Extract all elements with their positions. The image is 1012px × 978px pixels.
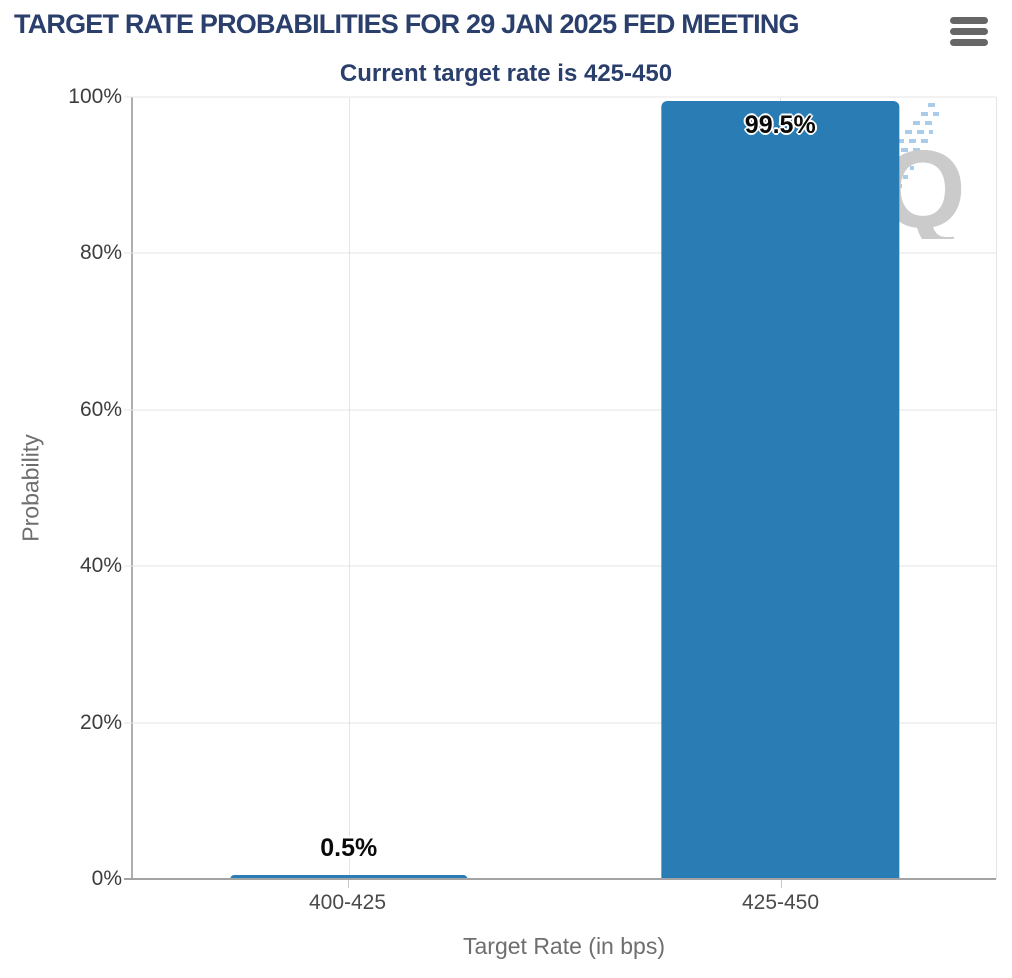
horizontal-gridline [124,565,996,567]
vertical-gridline [348,97,350,879]
x-axis-line [124,878,996,880]
page-title: TARGET RATE PROBABILITIES FOR 29 JAN 202… [14,9,800,39]
y-tick-label: 20% [79,710,122,734]
horizontal-gridline [124,409,996,411]
y-tick-label: 100% [68,85,122,108]
x-axis: 400-425 425-450 [131,879,997,919]
y-tick-label: 80% [79,241,122,265]
probability-bar-400-425[interactable] [230,875,468,879]
x-tick-mark [780,880,782,888]
y-axis-title: Probability [17,434,44,542]
y-tick-label: 40% [79,554,122,578]
x-tick-label: 425-450 [741,891,820,914]
chart-subtitle: Current target rate is 425-450 [339,60,673,87]
horizontal-gridline [124,96,996,98]
y-tick-label: 60% [79,397,122,421]
horizontal-gridline [124,252,996,254]
horizontal-gridline [124,722,996,724]
plot-area: Q 0.5% 99.5% [124,96,997,880]
probability-bar-425-450[interactable] [661,100,899,879]
y-axis-tick-labels: 0% 20% 40% 60% 80% 100% [0,85,122,890]
bar-value-label: 99.5% [744,110,816,139]
menu-bar-line [950,16,988,24]
hamburger-menu-icon[interactable] [950,15,990,47]
bar-value-label: 0.5% [320,834,378,863]
x-tick-label: 400-425 [308,891,387,914]
y-tick-label: 0% [91,867,122,890]
x-axis-title: Target Rate (in bps) [463,933,665,959]
menu-bar-line [950,38,988,46]
x-tick-mark [347,880,349,888]
menu-bar-line [950,27,988,35]
